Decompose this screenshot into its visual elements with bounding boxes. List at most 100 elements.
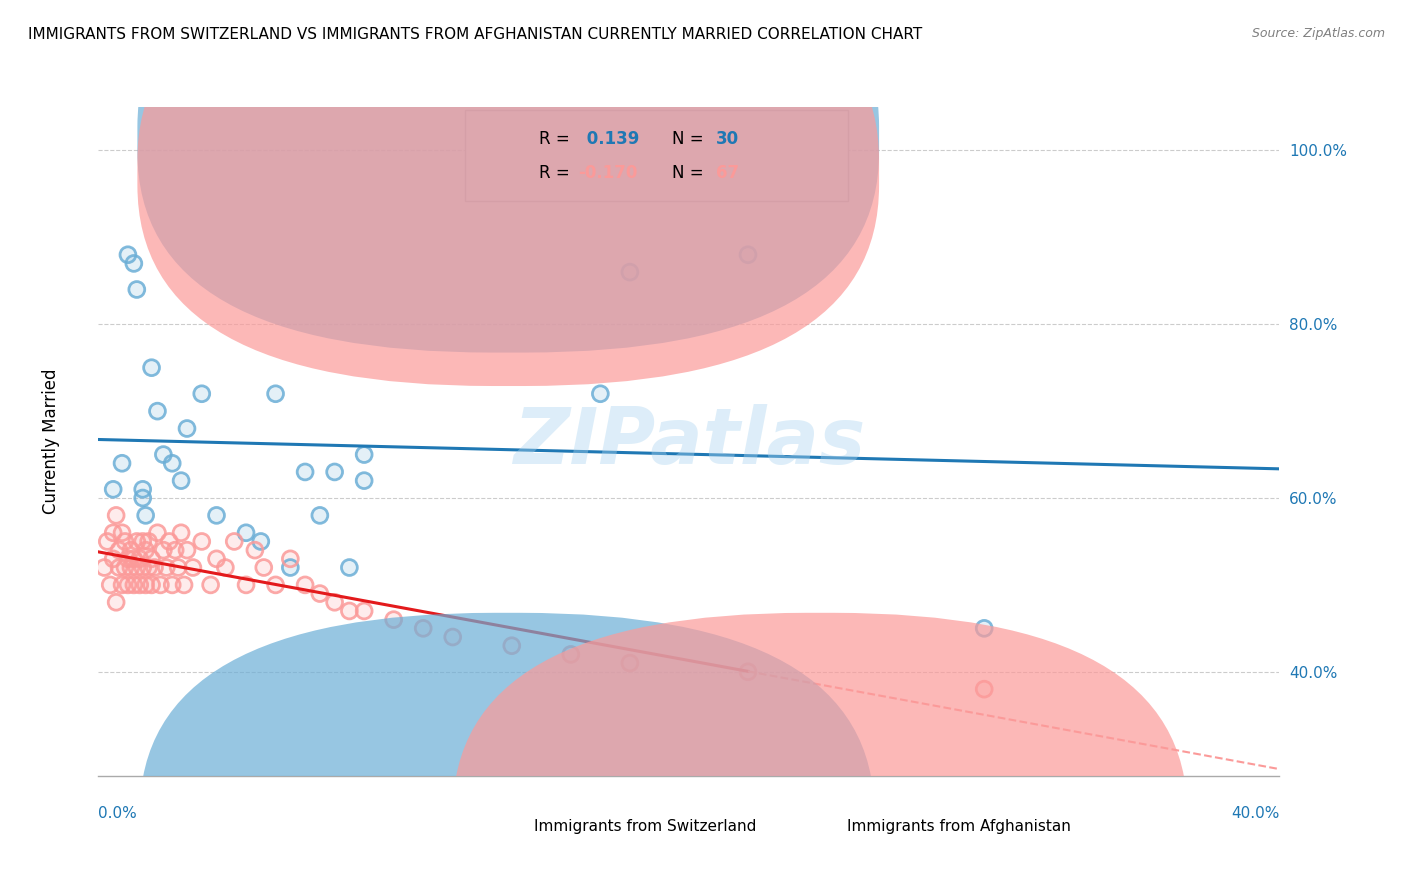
Point (93, 560, 115, 574)
Point (138, 560, 160, 574)
Text: 67: 67 (716, 163, 740, 182)
Point (412, 621, 434, 635)
Point (353, 604, 375, 618)
Point (619, 656, 641, 670)
Point (103, 483, 125, 497)
Point (560, 648, 582, 662)
Point (205, 508, 228, 523)
Point (135, 543, 157, 558)
Point (167, 560, 190, 574)
Text: N =: N = (672, 130, 709, 148)
Point (117, 248, 139, 262)
Point (191, 534, 214, 549)
Point (253, 560, 276, 574)
Point (135, 508, 157, 523)
Point (141, 551, 163, 566)
Text: IMMIGRANTS FROM SWITZERLAND VS IMMIGRANTS FROM AFGHANISTAN CURRENTLY MARRIED COR: IMMIGRANTS FROM SWITZERLAND VS IMMIGRANT… (28, 27, 922, 42)
Point (737, 248, 759, 262)
Point (105, 595, 128, 609)
Point (170, 525, 193, 540)
Point (973, 682, 995, 697)
Point (141, 551, 163, 566)
Point (253, 560, 276, 574)
Point (264, 578, 287, 592)
Text: 30: 30 (716, 130, 740, 148)
Point (98, 578, 121, 592)
Point (191, 386, 214, 401)
Text: Source: ZipAtlas.com: Source: ZipAtlas.com (1251, 27, 1385, 40)
Point (309, 508, 332, 523)
Point (737, 248, 759, 262)
Point (114, 560, 136, 574)
Point (152, 543, 174, 558)
Point (191, 534, 214, 549)
Point (176, 543, 198, 558)
Point (111, 525, 134, 540)
Point (200, 578, 222, 592)
Text: Immigrants from Afghanistan: Immigrants from Afghanistan (848, 819, 1071, 834)
Point (214, 560, 236, 574)
Text: Currently Married: Currently Married (42, 368, 60, 515)
Point (103, 551, 125, 566)
Point (250, 534, 273, 549)
Point (103, 525, 125, 540)
Point (155, 560, 177, 574)
Point (170, 525, 193, 540)
Point (205, 551, 228, 566)
Point (589, 386, 612, 401)
Point (412, 621, 434, 635)
Point (382, 613, 405, 627)
Point (170, 474, 193, 488)
Point (138, 534, 160, 549)
Point (173, 578, 195, 592)
Point (205, 551, 228, 566)
Point (146, 525, 169, 540)
Point (339, 560, 361, 574)
Point (323, 465, 346, 479)
Point (149, 578, 172, 592)
Point (382, 613, 405, 627)
Point (173, 578, 195, 592)
Point (149, 578, 172, 592)
Point (114, 560, 136, 574)
Point (117, 578, 139, 592)
Point (243, 543, 266, 558)
Point (125, 534, 148, 549)
Point (501, 639, 523, 653)
Point (243, 543, 266, 558)
Point (122, 551, 145, 566)
Point (353, 448, 375, 462)
Point (152, 543, 174, 558)
Point (205, 508, 228, 523)
Point (122, 551, 145, 566)
Text: 0.0%: 0.0% (98, 806, 138, 822)
FancyBboxPatch shape (138, 0, 879, 352)
Point (170, 474, 193, 488)
Point (122, 256, 145, 270)
Point (143, 560, 166, 574)
Point (737, 665, 759, 679)
Point (200, 578, 222, 592)
Point (111, 456, 134, 470)
Point (146, 404, 169, 418)
Point (128, 551, 150, 566)
Point (125, 560, 148, 574)
Point (167, 560, 190, 574)
Point (93, 560, 115, 574)
Point (309, 508, 332, 523)
Text: Immigrants from Switzerland: Immigrants from Switzerland (534, 819, 756, 834)
Point (122, 256, 145, 270)
Point (103, 525, 125, 540)
Point (138, 560, 160, 574)
Point (294, 578, 316, 592)
Point (214, 560, 236, 574)
FancyBboxPatch shape (139, 613, 875, 892)
Text: ZIPatlas: ZIPatlas (513, 403, 865, 480)
Point (132, 560, 155, 574)
Point (105, 508, 128, 523)
Point (162, 578, 183, 592)
Point (132, 491, 155, 505)
FancyBboxPatch shape (453, 613, 1187, 892)
Point (294, 465, 316, 479)
Point (125, 283, 148, 297)
